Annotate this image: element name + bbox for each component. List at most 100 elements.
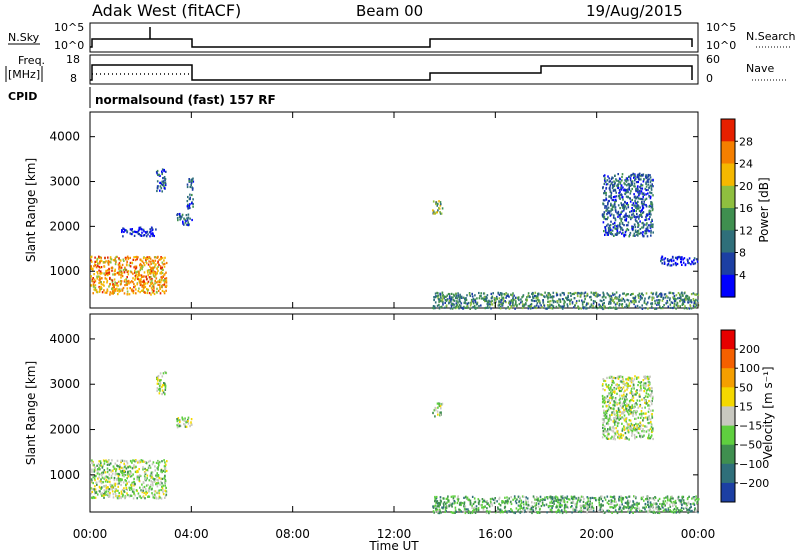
noise-right-tick-bottom: 10^0 [706, 39, 736, 52]
cpid-label: CPID [8, 90, 37, 103]
data-cell [622, 412, 624, 415]
data-cell [469, 502, 472, 505]
data-cell [504, 502, 506, 505]
data-cell [436, 204, 439, 207]
data-cell [586, 506, 588, 509]
data-cell [464, 306, 467, 309]
data-cell [564, 301, 566, 304]
data-cell [643, 390, 645, 393]
data-cell [634, 299, 637, 302]
data-cell [618, 421, 620, 425]
data-cell [636, 430, 638, 433]
data-cell [104, 291, 107, 294]
data-cell [165, 463, 167, 466]
data-cell [612, 390, 615, 393]
data-cell [647, 178, 649, 181]
data-cell [116, 289, 119, 292]
data-cell [631, 431, 633, 434]
data-cell [192, 187, 194, 190]
data-cell [534, 498, 536, 501]
data-cell [613, 500, 615, 503]
data-cell [621, 232, 623, 235]
data-cell [695, 497, 698, 500]
x-tick-label: 04:00 [174, 527, 209, 541]
data-cell [609, 414, 611, 417]
data-cell [459, 293, 461, 296]
data-cell [681, 293, 684, 297]
data-cell [132, 465, 135, 468]
data-cell [589, 500, 591, 503]
data-cell [606, 417, 609, 420]
data-cell [152, 461, 155, 464]
data-cell [619, 506, 622, 509]
data-cell [695, 509, 697, 512]
data-cell [518, 496, 521, 499]
data-cell [629, 200, 632, 203]
data-cell [647, 175, 650, 178]
data-cell [596, 307, 598, 310]
data-cell [626, 502, 628, 505]
data-cell [100, 478, 102, 481]
data-cell [683, 292, 686, 295]
data-cell [517, 508, 520, 511]
data-cell [508, 307, 511, 310]
data-cell [617, 407, 620, 410]
data-cell [504, 300, 506, 303]
data-cell [435, 203, 437, 206]
data-cell [618, 408, 621, 411]
noise-left-tick-bottom: 10^0 [54, 39, 84, 52]
data-cell [656, 301, 659, 304]
data-cell [473, 506, 476, 509]
x-tick-marks [89, 112, 699, 512]
data-cell [675, 264, 677, 267]
data-cell [160, 271, 163, 274]
data-cell [603, 182, 606, 186]
colorbar-segment [721, 163, 735, 187]
data-cell [600, 495, 603, 498]
data-cell [616, 403, 618, 406]
data-cell [165, 486, 167, 490]
data-cell [683, 502, 685, 505]
data-cell [490, 292, 493, 295]
data-cell [131, 481, 133, 484]
data-cell [533, 502, 536, 505]
data-cell [645, 430, 648, 433]
data-cell [647, 229, 649, 232]
data-cell [126, 477, 128, 480]
data-cell [138, 478, 140, 481]
data-cell [685, 307, 688, 310]
data-cell [103, 485, 105, 488]
data-cell [603, 174, 606, 177]
data-cell [606, 211, 609, 214]
data-cell [442, 297, 444, 300]
data-cell [105, 475, 108, 478]
data-cell [671, 292, 674, 295]
data-cell [183, 423, 185, 426]
data-cell [603, 293, 605, 296]
data-cell [159, 389, 161, 392]
data-cell [523, 506, 525, 509]
data-cell [113, 291, 115, 294]
data-cell [163, 279, 166, 282]
data-cell [451, 511, 454, 514]
data-cell [114, 263, 117, 266]
data-cell [647, 173, 650, 177]
data-cell [675, 304, 678, 307]
data-cell [155, 228, 157, 231]
data-cell [589, 296, 591, 299]
data-cell [674, 499, 677, 502]
data-cell [645, 214, 648, 217]
data-cell [603, 217, 605, 220]
data-cell [639, 395, 641, 398]
data-cell [176, 420, 179, 423]
data-cell [607, 175, 609, 178]
data-cell [536, 298, 539, 301]
data-cell [146, 288, 148, 291]
nave-label: Nave [746, 62, 774, 75]
y-tick-label: 3000 [49, 377, 80, 391]
data-cell [552, 295, 555, 298]
data-cell [636, 399, 639, 402]
data-cell [627, 384, 629, 387]
data-cell [100, 493, 102, 496]
data-cell [623, 233, 626, 236]
